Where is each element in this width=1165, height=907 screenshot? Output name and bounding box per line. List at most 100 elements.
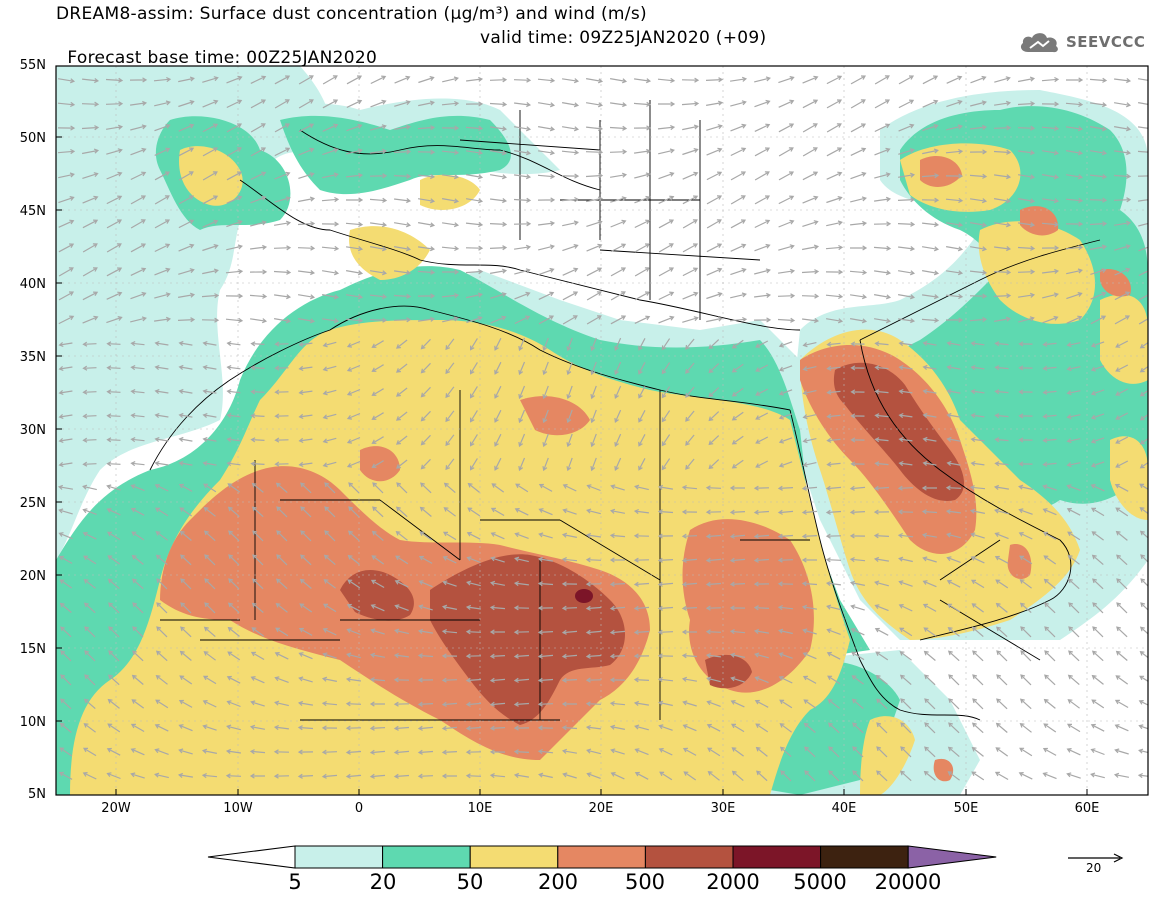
wind-arrow	[1066, 484, 1081, 491]
wind-arrow	[1067, 699, 1080, 709]
wind-arrow	[202, 412, 217, 418]
legend-swatch	[820, 845, 909, 869]
wind-arrow	[106, 148, 123, 155]
wind-arrow	[227, 483, 241, 493]
wind-arrow	[418, 76, 435, 84]
wind-arrow	[226, 75, 243, 84]
wind-arrow	[899, 770, 912, 782]
wind-arrow	[948, 698, 960, 710]
wind-arrow	[1116, 626, 1128, 638]
wind-arrow	[226, 437, 241, 443]
wind-arrow	[873, 556, 889, 562]
wind-arrow	[345, 270, 364, 276]
wind-arrow	[633, 557, 650, 563]
wind-arrow	[321, 773, 338, 779]
lon-label-10w: 10W	[223, 801, 253, 816]
wind-arrow	[996, 626, 1008, 638]
wind-arrow	[873, 294, 892, 300]
wind-arrow	[849, 533, 866, 539]
wind-arrow	[441, 749, 458, 755]
wind-arrow	[1066, 174, 1084, 180]
wind-arrow	[348, 506, 360, 518]
wind-arrow	[1044, 602, 1056, 614]
wind-arrow	[467, 482, 480, 493]
wind-arrow	[1041, 221, 1060, 227]
wind-arrow	[395, 435, 408, 445]
wind-arrow	[489, 725, 506, 731]
wind-arrow	[82, 389, 97, 395]
wind-arrow	[586, 220, 603, 227]
wind-arrow	[754, 219, 771, 229]
wind-arrow	[1138, 270, 1148, 277]
wind-arrow	[370, 124, 387, 131]
wind-arrow	[443, 482, 456, 494]
wind-arrow	[394, 100, 411, 107]
wind-arrow	[754, 76, 771, 83]
wind-arrow	[250, 220, 267, 227]
wind-arrow	[753, 581, 770, 587]
wind-arrow	[634, 172, 651, 179]
wind-arrow	[850, 341, 865, 347]
wind-arrow	[708, 435, 720, 446]
wind-arrow	[706, 316, 723, 323]
wind-arrow	[1018, 222, 1036, 228]
wind-arrow	[107, 578, 120, 590]
wind-arrow	[659, 771, 673, 781]
wind-arrow	[371, 436, 384, 444]
wind-arrow	[850, 365, 865, 371]
wind-arrow	[298, 75, 314, 85]
wind-arrow	[251, 506, 264, 518]
wind-arrow	[514, 174, 532, 180]
wind-arrow	[274, 676, 289, 683]
wind-arrow	[202, 219, 219, 228]
wind-arrow	[899, 651, 912, 661]
wind-arrow	[274, 99, 290, 109]
wind-arrow	[778, 76, 795, 84]
wind-arrow	[466, 531, 481, 540]
wind-arrow	[106, 219, 123, 229]
wind-arrow	[177, 772, 193, 778]
wind-arrow	[57, 125, 76, 131]
wind-arrow	[1042, 365, 1057, 371]
wind-arrow	[969, 485, 986, 491]
wind-arrow	[924, 698, 936, 710]
wind-arrow	[970, 388, 985, 395]
wind-arrow	[154, 340, 169, 347]
wind-arrow	[518, 361, 526, 376]
wind-arrow	[731, 387, 744, 397]
wind-arrow	[273, 318, 292, 324]
wind-arrow	[826, 318, 844, 324]
wind-arrow	[274, 294, 292, 300]
wind-arrow	[1114, 267, 1131, 276]
wind-arrow	[874, 580, 889, 587]
wind-arrow	[802, 123, 818, 133]
wind-arrow	[634, 243, 651, 253]
wind-arrow	[969, 270, 988, 276]
wind-arrow	[562, 267, 579, 276]
wind-arrow	[156, 578, 168, 590]
wind-arrow	[948, 722, 960, 734]
wind-arrow	[1139, 530, 1148, 539]
wind-arrow	[59, 747, 73, 757]
wind-arrow	[346, 603, 361, 612]
wind-arrow	[753, 557, 770, 563]
wind-arrow	[922, 603, 937, 612]
wind-arrow	[58, 243, 75, 253]
wind-arrow	[1020, 650, 1032, 662]
wind-arrow	[802, 652, 817, 660]
wind-arrow	[84, 626, 96, 638]
wind-arrow	[1090, 507, 1105, 517]
wind-arrow	[445, 338, 455, 351]
wind-arrow	[610, 102, 628, 108]
wind-arrow	[945, 197, 964, 204]
wind-arrow	[705, 533, 722, 539]
wind-arrow	[417, 701, 434, 707]
wind-arrow	[804, 770, 816, 782]
wind-arrow	[1018, 772, 1033, 780]
wind-arrow	[634, 267, 650, 277]
wind-arrow	[346, 123, 363, 132]
wind-arrow	[369, 701, 385, 707]
wind-arrow	[346, 197, 364, 203]
wind-arrow	[300, 482, 312, 494]
wind-arrow	[58, 532, 73, 540]
